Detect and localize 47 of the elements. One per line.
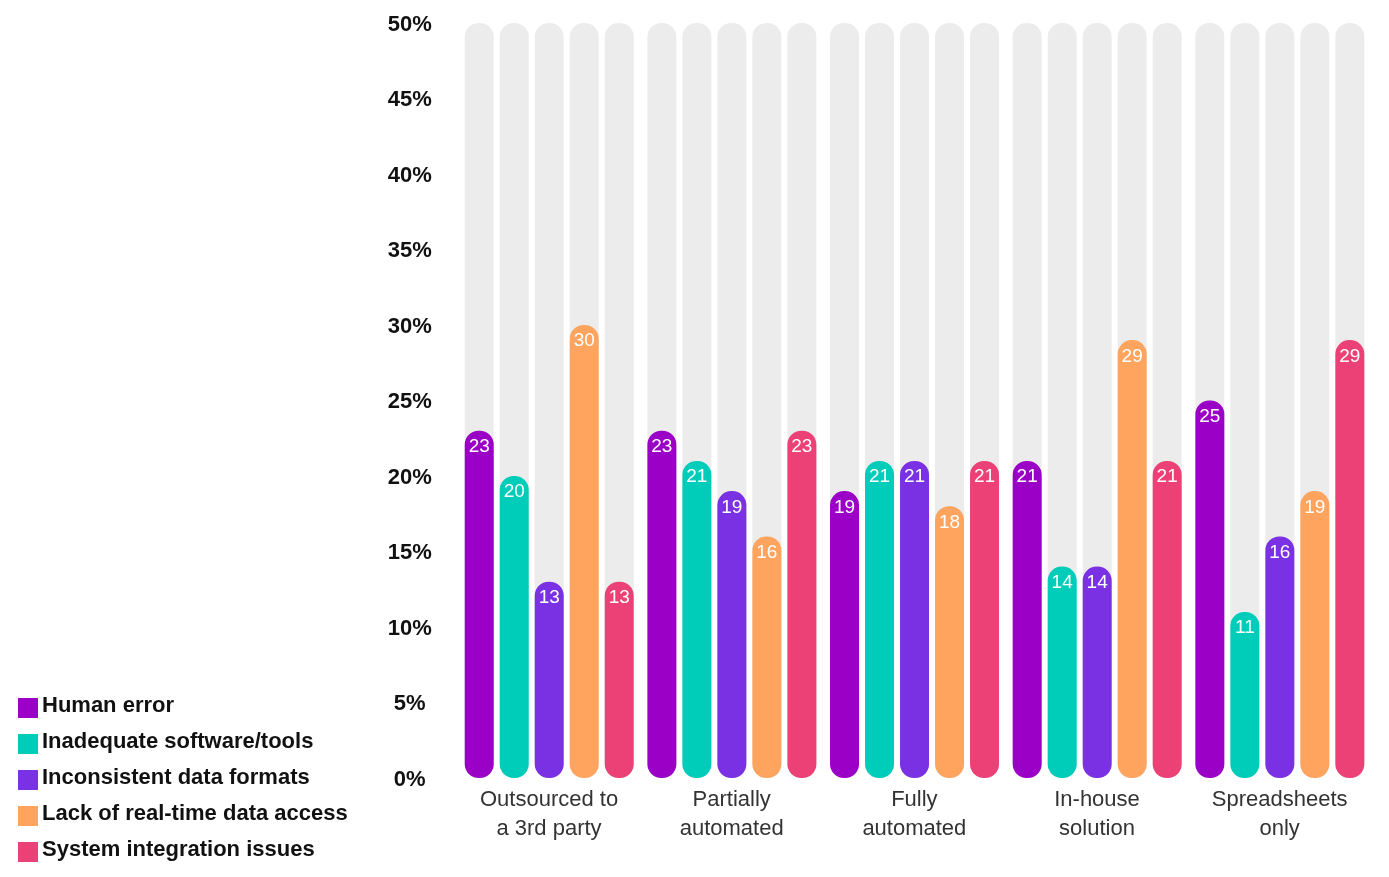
y-tick-label: 45% xyxy=(387,86,432,112)
x-tick-label: Fully automated xyxy=(862,786,967,840)
data-label: 21 xyxy=(686,465,708,487)
data-label: 19 xyxy=(833,495,856,517)
legend-label: Lack of real-time data access xyxy=(42,800,348,825)
data-label: 14 xyxy=(1051,571,1074,593)
legend-label: Human error xyxy=(42,692,175,717)
data-label: 13 xyxy=(608,586,630,608)
data-label: 21 xyxy=(1156,465,1178,487)
y-tick-label: 50% xyxy=(387,10,432,36)
y-tick-label: 35% xyxy=(387,237,432,263)
bar xyxy=(1230,611,1260,778)
data-label: 25 xyxy=(1199,404,1221,426)
data-label: 23 xyxy=(468,435,490,457)
y-tick-label: 30% xyxy=(387,312,432,338)
data-label: 29 xyxy=(1121,344,1143,366)
data-label: 23 xyxy=(791,435,813,457)
data-label: 11 xyxy=(1234,616,1255,638)
x-tick-label: Spreadsheets only xyxy=(1211,786,1348,840)
data-label: 21 xyxy=(1016,465,1038,487)
y-tick-label: 15% xyxy=(387,539,432,565)
legend-label: System integration issues xyxy=(42,836,315,861)
legend-label: Inadequate software/tools xyxy=(42,728,314,753)
y-tick-label: 25% xyxy=(387,388,432,414)
data-label: 21 xyxy=(903,465,926,487)
data-label: 20 xyxy=(503,480,525,502)
data-label: 13 xyxy=(538,586,560,608)
x-tick-label: Outsourced to a 3rd party xyxy=(479,786,619,840)
data-label: 14 xyxy=(1086,571,1109,593)
data-label: 21 xyxy=(868,465,891,487)
y-tick-label: 0% xyxy=(393,765,426,791)
data-label: 19 xyxy=(721,495,743,517)
data-label: 18 xyxy=(938,510,961,532)
x-tick-label: In-house solution xyxy=(1054,786,1140,840)
data-label: 16 xyxy=(756,540,778,562)
y-tick-label: 40% xyxy=(387,161,432,187)
data-label: 19 xyxy=(1304,495,1326,517)
legend-label: Inconsistent data formats xyxy=(42,764,310,789)
y-tick-label: 20% xyxy=(387,463,432,489)
data-label: 23 xyxy=(651,435,673,457)
data-label: 29 xyxy=(1339,344,1361,366)
data-label: 16 xyxy=(1269,540,1291,562)
data-label: 30 xyxy=(573,329,595,351)
y-tick-label: 10% xyxy=(387,614,432,640)
y-tick-label: 5% xyxy=(393,690,426,716)
x-tick-label: Partially automated xyxy=(679,786,784,840)
data-label: 21 xyxy=(973,465,996,487)
